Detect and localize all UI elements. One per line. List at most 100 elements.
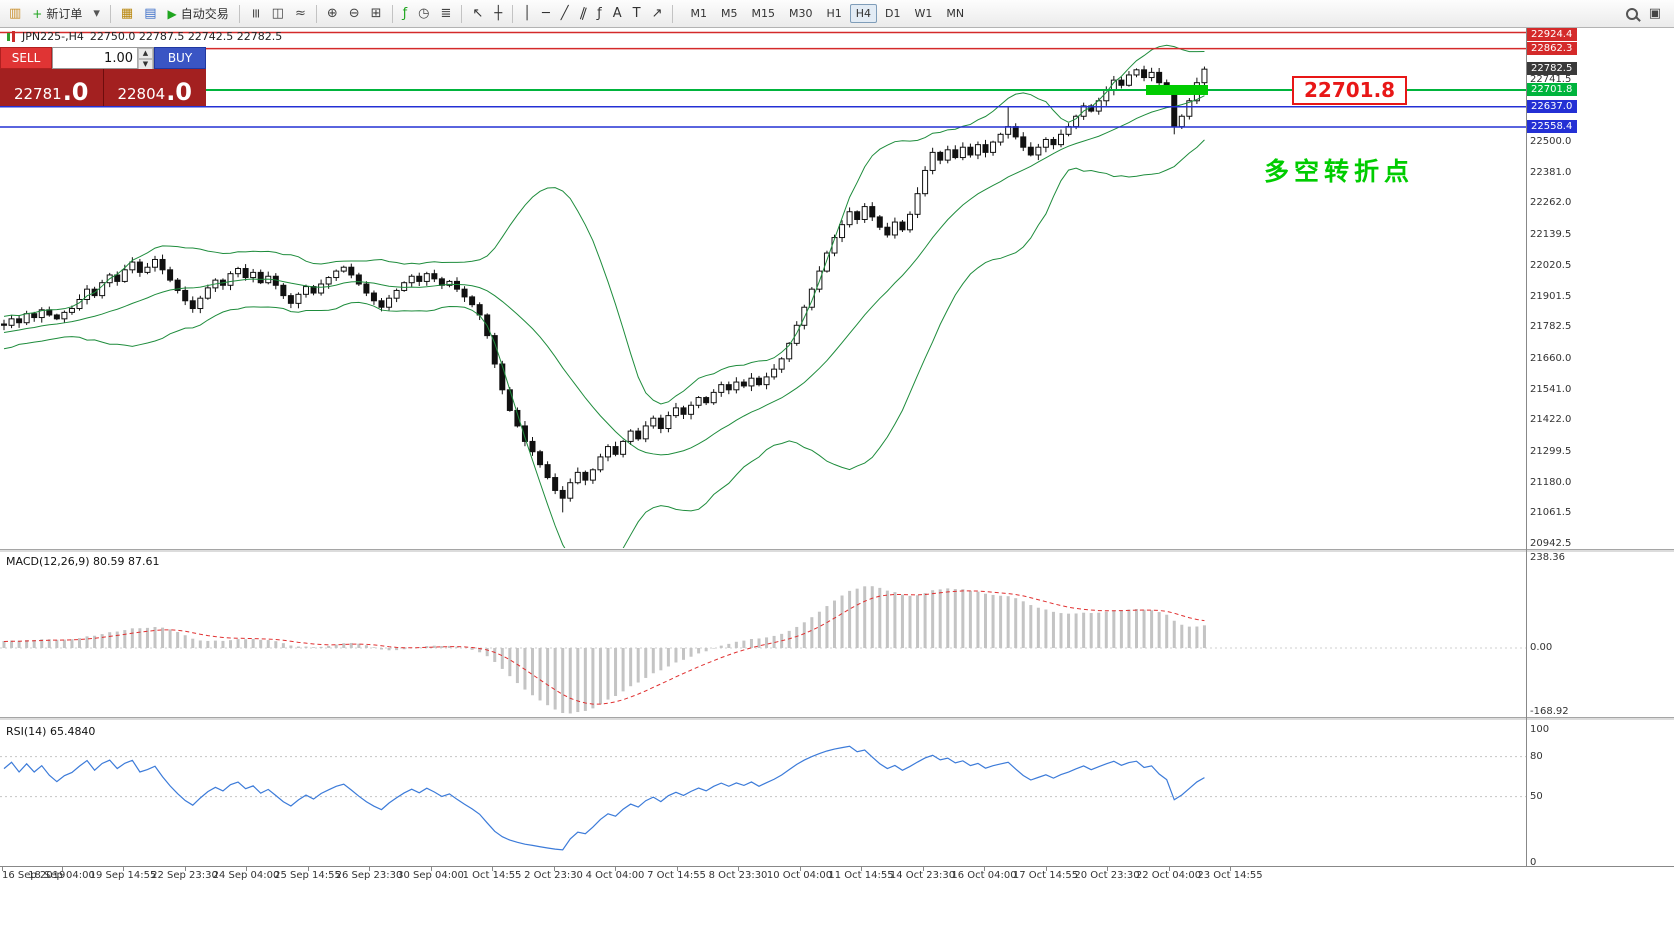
timeframe-h1[interactable]: H1 [820,4,847,23]
magnifier-glyph [1625,7,1638,20]
horizontal-line-icon[interactable]: ─ [537,3,555,25]
timeframe-switcher: M1 M5 M15 M30 H1 H4 D1 W1 MN [684,4,970,23]
timeframe-mn[interactable]: MN [940,4,970,23]
chart-ohlc-header: JPN225-,H4 22750.0 22787.5 22742.5 22782… [6,30,282,43]
trade-panel-controls: SELL 1.00 ▲ ▼ BUY [0,47,206,70]
turning-point-note[interactable]: 多空转折点 [1264,157,1415,186]
volume-spinner: ▲ ▼ [137,48,153,70]
volume-stepper[interactable]: 1.00 ▲ ▼ [52,47,154,70]
new-order-button[interactable]: + 新订单 [27,3,87,25]
toolbar-separator [315,4,317,23]
volume-value[interactable]: 1.00 [104,51,133,66]
toolbar-separator [109,4,111,23]
sell-button[interactable]: SELL [0,47,52,69]
label-icon-glyph: T [632,6,641,21]
autotrade-button-label: 自动交易 [180,7,229,21]
ohlc-values: 22750.0 22787.5 22742.5 22782.5 [89,30,283,43]
buy-price-pips: .0 [166,78,193,106]
toolbar-separator [672,4,674,23]
timeframe-m1[interactable]: M1 [684,4,713,23]
buy-button[interactable]: BUY [154,47,206,69]
candlestick-icon [6,31,16,42]
timeframe-d1[interactable]: D1 [879,4,906,23]
symbol-period-label: JPN225-,H4 [22,30,84,43]
vertical-line-icon[interactable]: │ [518,3,536,25]
bar-chart-icon[interactable]: ≡ [245,3,266,25]
horizontal-line-icon-glyph: ─ [541,6,550,21]
price-axis-border [1526,28,1527,866]
zoom-out-icon-glyph: ⊖ [348,6,360,21]
cursor-icon-glyph: ↖ [472,6,484,21]
trade-panel-prices: 22781.0 22804.0 [0,69,206,106]
tile-windows-icon[interactable]: ⊞ [366,3,387,25]
fibonacci-icon-glyph: ƒ [597,6,602,21]
chevron-down-icon-glyph: ▾ [93,6,100,21]
zoom-out-icon[interactable]: ⊖ [344,3,365,25]
new-order-button-label: 新订单 [46,7,83,21]
text-icon-glyph: A [612,6,622,21]
indicators-icon[interactable]: ƒ [398,3,413,25]
fibonacci-icon[interactable]: ƒ [592,3,607,25]
autotrade-button[interactable]: ▶ 自动交易 [163,3,234,25]
candlestick-chart-icon[interactable]: ◫ [267,3,289,25]
timeframe-h4[interactable]: H4 [849,4,878,23]
line-chart-icon[interactable]: ≈ [290,3,311,25]
crosshair-icon-glyph: ┼ [494,6,503,21]
periods-icon[interactable]: ◷ [413,3,434,25]
bar-chart-icon-glyph: ≡ [247,8,263,19]
app-icon-glyph: ▥ [9,6,22,21]
trendline-icon-glyph: ╱ [560,6,569,21]
sell-price-display[interactable]: 22781.0 [0,69,103,106]
buy-price-main: 22804 [117,85,166,103]
autotrade-button-glyph: ▶ [167,6,177,21]
rsi-indicator-header: RSI(14) 65.4840 [6,725,96,738]
timeframe-m30[interactable]: M30 [783,4,819,23]
periods-icon-glyph: ◷ [418,6,430,21]
search-icon[interactable] [1621,3,1643,25]
timeframe-w1[interactable]: W1 [909,4,939,23]
text-icon[interactable]: A [608,3,627,25]
app-icon[interactable]: ▥ [4,3,26,25]
sell-price-main: 22781 [13,85,62,103]
new-order-button-glyph: + [32,6,43,21]
volume-increase-button[interactable]: ▲ [138,48,153,59]
profile-icon[interactable]: ▤ [139,3,161,25]
channel-icon-glyph: ∥ [577,5,589,22]
candlestick-chart-icon-glyph: ◫ [271,6,284,21]
price-callout-label[interactable]: 22701.8 [1292,76,1408,105]
templates-icon-glyph: ≣ [440,6,452,21]
pane-separator [0,549,1674,552]
pane-separator [0,717,1674,720]
macd-indicator-header: MACD(12,26,9) 80.59 87.61 [6,555,160,568]
timeframe-m15[interactable]: M15 [745,4,781,23]
chevron-down-icon[interactable]: ▾ [88,3,105,25]
arrows-tool-icon[interactable]: ↗ [647,3,668,25]
charts-grid-icon[interactable]: ▦ [116,3,138,25]
zoom-in-icon[interactable]: ⊕ [322,3,343,25]
vertical-line-icon-glyph: │ [523,6,531,21]
profile-icon-glyph: ▤ [144,6,157,21]
one-click-trading-panel: SELL 1.00 ▲ ▼ BUY 22781.0 22804.0 [0,47,206,106]
crosshair-icon[interactable]: ┼ [489,3,507,25]
cursor-icon[interactable]: ↖ [467,3,488,25]
buy-price-display[interactable]: 22804.0 [103,69,206,106]
toolbar-separator [461,4,463,23]
new-window-icon-glyph: ▣ [1648,6,1661,21]
toolbar-separator [512,4,514,23]
label-icon[interactable]: T [628,3,646,25]
channel-icon[interactable]: ∥ [575,3,592,25]
toolbar-separator [391,4,393,23]
trendline-icon[interactable]: ╱ [556,3,574,25]
tile-windows-icon-glyph: ⊞ [370,6,382,21]
charts-grid-icon-glyph: ▦ [120,6,134,21]
toolbar: ▥ + 新订单 ▾ ▦ ▤ ▶ 自动交易 ≡ ◫ ≈ ⊕ ⊖ ⊞ ƒ ◷ ≣ ↖ ┼ │ ─ ╱ ∥ ƒ A T ↗ M1 M5 M15 M… [0,0,1674,28]
line-chart-icon-glyph: ≈ [294,6,306,21]
indicators-icon-glyph: ƒ [402,6,408,21]
time-axis [0,866,1674,891]
timeframe-m5[interactable]: M5 [715,4,744,23]
toolbar-separator [238,4,240,23]
new-window-icon[interactable]: ▣ [1644,3,1666,25]
templates-icon[interactable]: ≣ [436,3,457,25]
